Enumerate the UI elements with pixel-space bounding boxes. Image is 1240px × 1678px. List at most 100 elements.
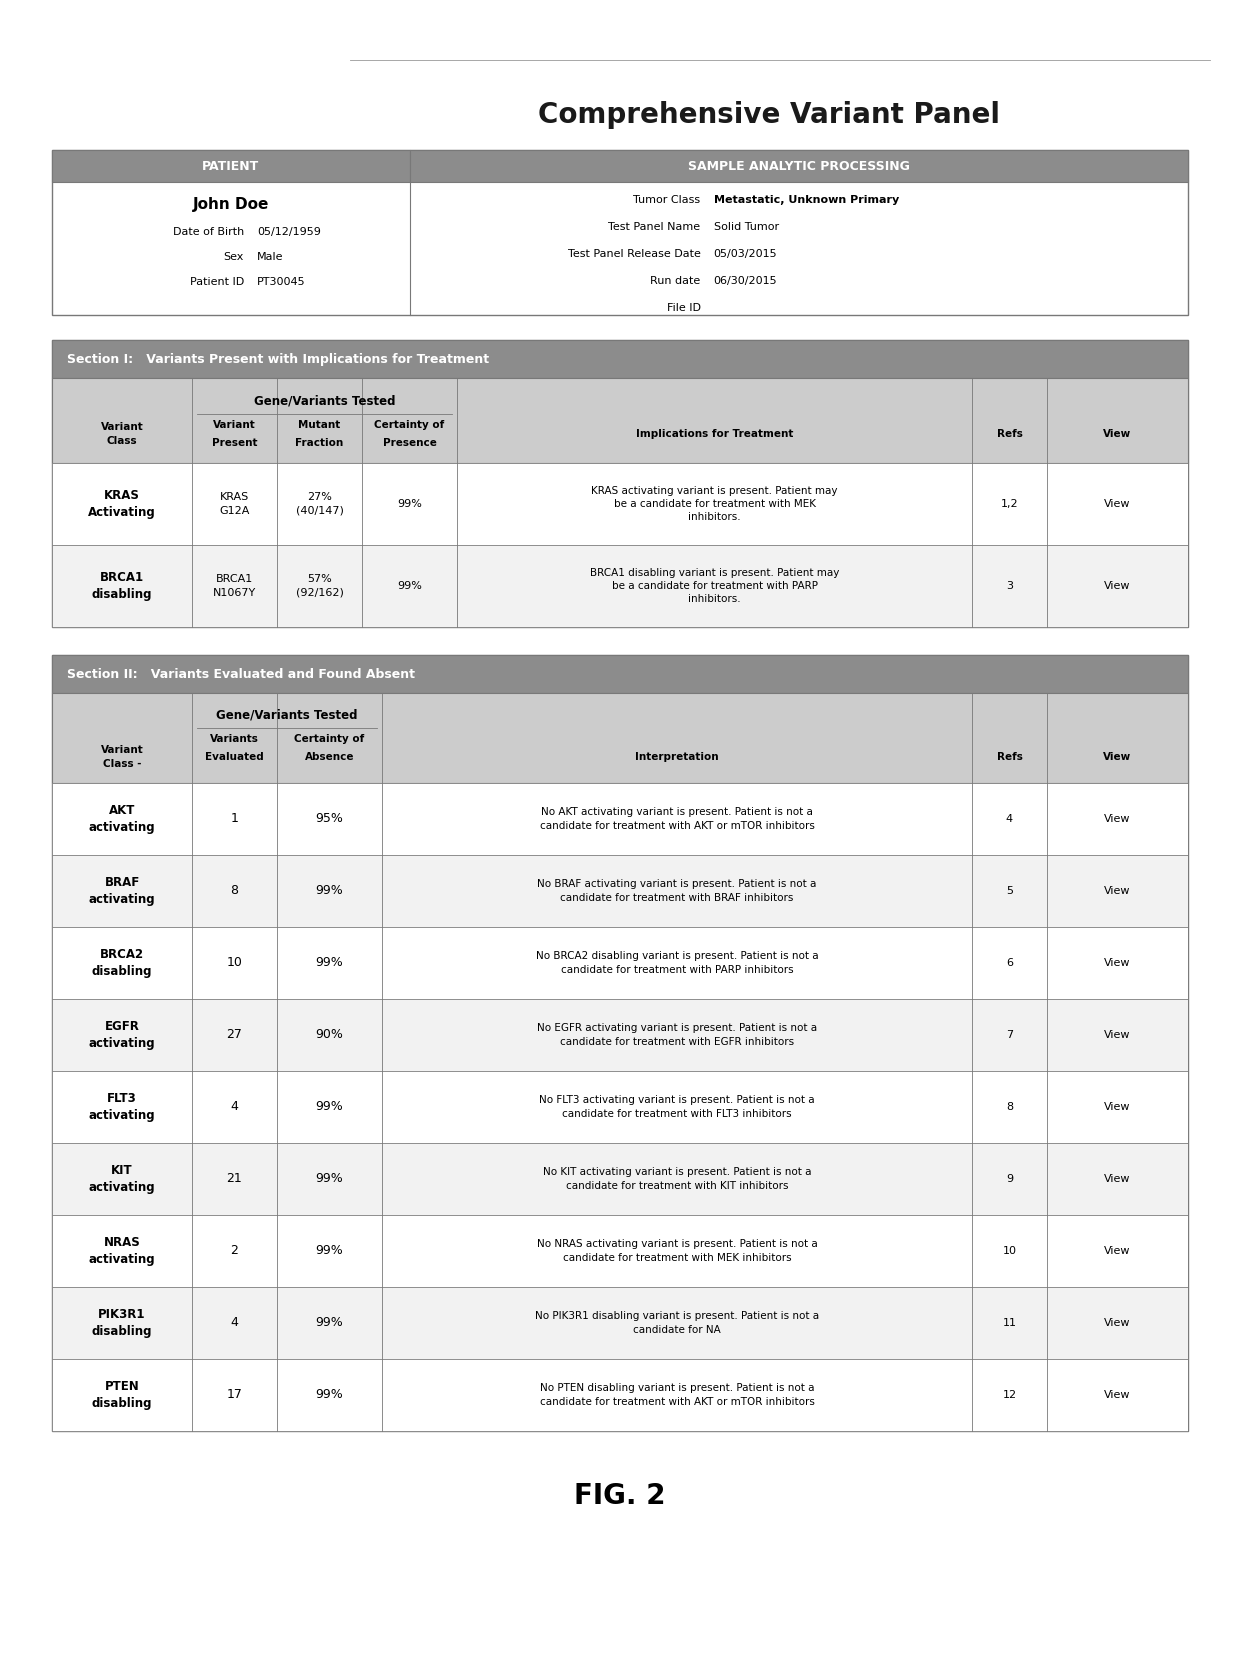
Text: 4: 4 xyxy=(231,1317,238,1329)
Text: 10: 10 xyxy=(1002,1247,1017,1257)
Text: 5: 5 xyxy=(1006,886,1013,896)
Text: Gene/Variants Tested: Gene/Variants Tested xyxy=(216,708,358,722)
Text: No BRAF activating variant is present. Patient is not a
candidate for treatment : No BRAF activating variant is present. P… xyxy=(537,879,817,903)
Text: 99%: 99% xyxy=(316,956,343,970)
Text: Section II:   Variants Evaluated and Found Absent: Section II: Variants Evaluated and Found… xyxy=(67,668,415,681)
Bar xyxy=(52,463,1188,545)
Text: Tumor Class: Tumor Class xyxy=(634,195,701,205)
Text: No AKT activating variant is present. Patient is not a
candidate for treatment w: No AKT activating variant is present. Pa… xyxy=(539,807,815,831)
Text: PT30045: PT30045 xyxy=(257,277,305,287)
Text: View: View xyxy=(1105,958,1131,968)
Text: No BRCA2 disabling variant is present. Patient is not a
candidate for treatment : No BRCA2 disabling variant is present. P… xyxy=(536,951,818,975)
Text: Certainty of: Certainty of xyxy=(294,733,365,743)
Text: 1,2: 1,2 xyxy=(1001,498,1018,508)
Text: Interpretation: Interpretation xyxy=(635,752,719,762)
Bar xyxy=(52,926,1188,998)
Text: 99%: 99% xyxy=(316,1245,343,1257)
Text: Mutant: Mutant xyxy=(299,420,341,430)
Text: SAMPLE ANALYTIC PROCESSING: SAMPLE ANALYTIC PROCESSING xyxy=(688,159,910,173)
Text: 99%: 99% xyxy=(397,581,422,591)
Text: 3: 3 xyxy=(1006,581,1013,591)
Bar xyxy=(52,149,410,181)
Text: File ID: File ID xyxy=(667,304,701,314)
Text: AKT
activating: AKT activating xyxy=(89,804,155,834)
Text: 99%: 99% xyxy=(316,1101,343,1114)
Text: No KIT activating variant is present. Patient is not a
candidate for treatment w: No KIT activating variant is present. Pa… xyxy=(543,1168,811,1191)
Text: 8: 8 xyxy=(231,884,238,898)
Text: EGFR
activating: EGFR activating xyxy=(89,1020,155,1050)
Text: Metastatic, Unknown Primary: Metastatic, Unknown Primary xyxy=(713,195,899,205)
Text: Fraction: Fraction xyxy=(295,438,343,448)
Text: No PTEN disabling variant is present. Patient is not a
candidate for treatment w: No PTEN disabling variant is present. Pa… xyxy=(539,1383,815,1406)
Text: View: View xyxy=(1105,1030,1131,1040)
Text: NRAS
activating: NRAS activating xyxy=(89,1237,155,1265)
Text: Variant
Class -: Variant Class - xyxy=(100,745,144,769)
Text: Test Panel Release Date: Test Panel Release Date xyxy=(568,248,701,258)
Bar xyxy=(52,545,1188,628)
Text: Male: Male xyxy=(257,252,283,262)
Text: 8: 8 xyxy=(1006,1102,1013,1113)
Text: 4: 4 xyxy=(231,1101,238,1114)
Text: 90%: 90% xyxy=(315,1029,343,1042)
Text: 99%: 99% xyxy=(316,884,343,898)
Text: 99%: 99% xyxy=(316,1388,343,1401)
Text: 99%: 99% xyxy=(316,1173,343,1185)
Text: Section I:   Variants Present with Implications for Treatment: Section I: Variants Present with Implica… xyxy=(67,352,489,366)
Bar xyxy=(52,341,1188,628)
Text: Date of Birth: Date of Birth xyxy=(172,227,244,237)
Text: BRCA1 disabling variant is present. Patient may
be a candidate for treatment wit: BRCA1 disabling variant is present. Pati… xyxy=(590,567,839,604)
Text: 10: 10 xyxy=(227,956,243,970)
Text: Certainty of: Certainty of xyxy=(374,420,445,430)
Bar xyxy=(52,784,1188,856)
Text: 27: 27 xyxy=(227,1029,243,1042)
Text: Variants: Variants xyxy=(210,733,259,743)
Text: BRAF
activating: BRAF activating xyxy=(89,876,155,906)
Text: View: View xyxy=(1104,752,1132,762)
Text: BRCA1
N1067Y: BRCA1 N1067Y xyxy=(213,574,257,597)
Text: PIK3R1
disabling: PIK3R1 disabling xyxy=(92,1307,153,1337)
Text: View: View xyxy=(1105,1317,1131,1327)
Text: 17: 17 xyxy=(227,1388,243,1401)
Text: 11: 11 xyxy=(1002,1317,1017,1327)
Text: View: View xyxy=(1104,430,1132,440)
Bar xyxy=(52,1215,1188,1287)
Bar xyxy=(52,1143,1188,1215)
Bar xyxy=(52,654,1188,1431)
Text: Patient ID: Patient ID xyxy=(190,277,244,287)
Bar xyxy=(52,1071,1188,1143)
Text: View: View xyxy=(1105,886,1131,896)
Bar xyxy=(52,341,1188,378)
Text: No PIK3R1 disabling variant is present. Patient is not a
candidate for NA: No PIK3R1 disabling variant is present. … xyxy=(534,1312,820,1334)
Text: Gene/Variants Tested: Gene/Variants Tested xyxy=(254,394,396,408)
Text: 05/12/1959: 05/12/1959 xyxy=(257,227,321,237)
Text: Solid Tumor: Solid Tumor xyxy=(713,221,779,232)
Text: 57%
(92/162): 57% (92/162) xyxy=(295,574,343,597)
Bar xyxy=(52,856,1188,926)
Text: 21: 21 xyxy=(227,1173,242,1185)
Bar xyxy=(52,378,1188,463)
Text: KRAS activating variant is present. Patient may
be a candidate for treatment wit: KRAS activating variant is present. Pati… xyxy=(591,487,838,522)
Text: Variant
Class: Variant Class xyxy=(100,423,144,446)
Text: View: View xyxy=(1105,1247,1131,1257)
Text: Variant: Variant xyxy=(213,420,255,430)
Text: Absence: Absence xyxy=(305,752,355,762)
Bar xyxy=(52,1287,1188,1359)
Bar xyxy=(52,693,1188,784)
Text: Refs: Refs xyxy=(997,752,1023,762)
Text: KRAS
G12A: KRAS G12A xyxy=(219,492,249,515)
Text: KRAS
Activating: KRAS Activating xyxy=(88,488,156,519)
Bar xyxy=(52,149,1188,315)
Text: 99%: 99% xyxy=(397,498,422,508)
Text: Implications for Treatment: Implications for Treatment xyxy=(636,430,794,440)
Text: 4: 4 xyxy=(1006,814,1013,824)
Text: 95%: 95% xyxy=(315,812,343,826)
Text: 27%
(40/147): 27% (40/147) xyxy=(295,492,343,515)
Text: 7: 7 xyxy=(1006,1030,1013,1040)
Text: View: View xyxy=(1105,1389,1131,1399)
Text: Evaluated: Evaluated xyxy=(205,752,264,762)
Text: Run date: Run date xyxy=(650,275,701,285)
Text: 6: 6 xyxy=(1006,958,1013,968)
Bar xyxy=(410,149,1188,181)
Text: Test Panel Name: Test Panel Name xyxy=(609,221,701,232)
Text: FIG. 2: FIG. 2 xyxy=(574,1482,666,1510)
